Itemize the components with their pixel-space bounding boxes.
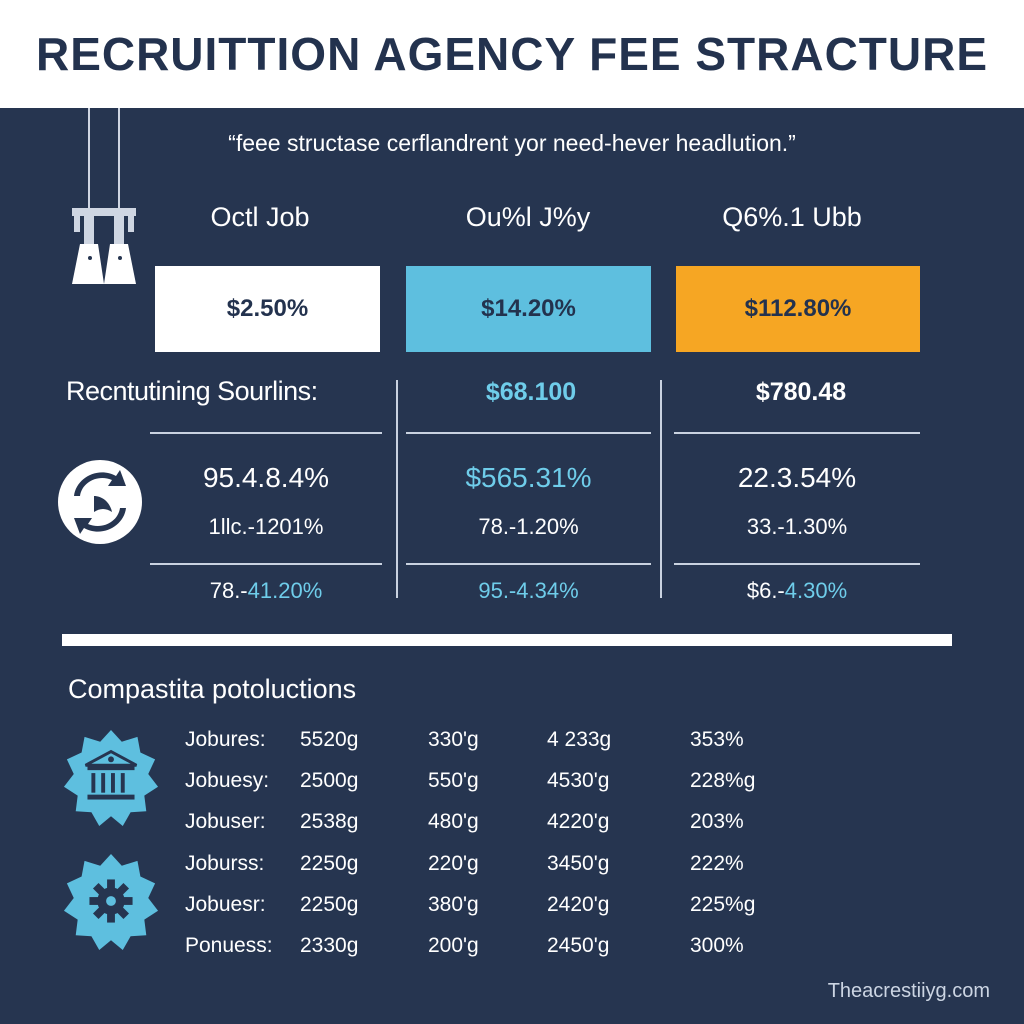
row-value: 4530'g (547, 769, 610, 792)
row-label: Jobures: (185, 728, 266, 751)
price-value-1: $2.50% (226, 295, 309, 322)
sourcing-value-2: $68.100 (485, 378, 577, 406)
row-value: 222% (690, 852, 744, 875)
watermark: Theacrestiiyg.com (827, 980, 990, 1002)
metric-bottom-2: 95.-4.34% (406, 578, 651, 604)
price-value-3: $112.80% (744, 295, 852, 322)
price-value-2: $14.20% (481, 295, 576, 322)
column-title-2: Ou%l J%y (465, 202, 591, 232)
table-row: Jobuesy: 2500g 550'g 4530'g 228%g (0, 769, 1024, 799)
price-box-3: $112.80% (676, 266, 920, 352)
column-divider (396, 380, 398, 598)
table-row: Jobures: 5520g 330'g 4 233g 353% (0, 728, 1024, 758)
row-value: 220'g (428, 852, 479, 875)
metric-bottom-1: 78.-41.20% (150, 578, 382, 604)
table-row: Joburss: 2250g 220'g 3450'g 222% (0, 852, 1024, 882)
row-label: Joburss: (185, 852, 265, 875)
building-badge-icon (63, 729, 159, 826)
row-value: 330'g (428, 728, 479, 751)
hanging-lamp-icon (72, 108, 136, 284)
row-divider (674, 432, 920, 434)
metric-bottom-2b: 95.-4.34% (478, 578, 579, 603)
row-value: 2450'g (547, 934, 610, 957)
column-title-1: Octl Job (210, 202, 310, 232)
row-value: 2330g (300, 934, 359, 957)
metric-bottom-3a: $6.- (746, 578, 785, 603)
gear-badge-icon (63, 853, 159, 950)
metric-small-1: 1llc.-1201% (208, 514, 324, 539)
row-divider (406, 563, 651, 565)
row-value: 480'g (428, 810, 479, 833)
row-value: 550'g (428, 769, 479, 792)
row-divider (150, 563, 382, 565)
tagline: “feee structase cerflandrent yor need-he… (228, 130, 796, 156)
row-value: 3450'g (547, 852, 610, 875)
row-divider (150, 432, 382, 434)
sourcing-value-3: $780.48 (755, 378, 847, 406)
row-divider (406, 432, 651, 434)
column-title-3: Q6%.1 Ubb (722, 202, 862, 232)
recycle-arrows-icon (58, 460, 142, 544)
section-divider (62, 634, 952, 646)
row-value: 2500g (300, 769, 359, 792)
price-box-2: $14.20% (406, 266, 651, 352)
row-label: Jobuesr: (185, 893, 266, 916)
row-divider (674, 563, 920, 565)
metric-bottom-1a: 78.- (209, 578, 248, 603)
header-bar: RECRUITTION AGENCY FEE STRACTURE (0, 0, 1024, 108)
row-value: 200'g (428, 934, 479, 957)
row-value: 5520g (300, 728, 359, 751)
metric-bottom-3: $6.-4.30% (674, 578, 920, 604)
page-title: RECRUITTION AGENCY FEE STRACTURE (35, 28, 989, 80)
row-value: 2250g (300, 893, 359, 916)
row-value: 4 233g (547, 728, 612, 751)
metric-bottom-3b: 4.30% (784, 578, 848, 603)
column-divider (660, 380, 662, 598)
row-label: Jobuesy: (185, 769, 270, 792)
row-value: 2538g (300, 810, 359, 833)
table-row: Jobuser: 2538g 480'g 4220'g 203% (0, 810, 1024, 840)
metric-bottom-1b: 41.20% (247, 578, 323, 603)
row-value: 4220'g (547, 810, 610, 833)
metric-big-2: $565.31% (465, 462, 592, 493)
metric-big-1: 95.4.8.4% (202, 462, 330, 493)
row-value: 300% (690, 934, 744, 957)
metric-small-3: 33.-1.30% (746, 514, 848, 539)
row-value: 2420'g (547, 893, 610, 916)
table-row: Jobuesr: 2250g 380'g 2420'g 225%g (0, 893, 1024, 923)
price-box-1: $2.50% (155, 266, 380, 352)
row-value: 228%g (690, 769, 756, 792)
row-label: Ponuess: (185, 934, 273, 957)
table-row: Ponuess: 2330g 200'g 2450'g 300% (0, 934, 1024, 964)
row-value: 380'g (428, 893, 479, 916)
row-value: 203% (690, 810, 744, 833)
metric-small-2: 78.-1.20% (478, 514, 579, 539)
sourcing-label: Recntutining Sourlins: (66, 376, 318, 406)
metric-big-3: 22.3.54% (737, 462, 857, 493)
row-value: 2250g (300, 852, 359, 875)
row-label: Jobuser: (185, 810, 266, 833)
row-value: 225%g (690, 893, 756, 916)
comparison-title: Compastita potoluctions (68, 674, 357, 704)
row-value: 353% (690, 728, 744, 751)
